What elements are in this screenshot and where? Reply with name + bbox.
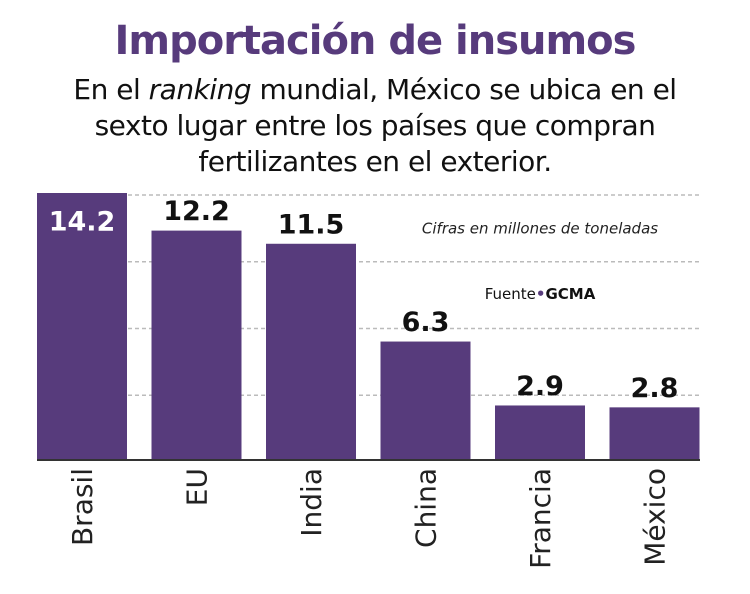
value-label: 12.2 xyxy=(163,196,230,227)
bar xyxy=(266,243,356,460)
x-tick-label: México xyxy=(639,468,672,566)
note: Cifras en millones de toneladas xyxy=(422,220,658,238)
value-label: 11.5 xyxy=(278,209,345,240)
subtitle-text: mundial, México se ubica en el sexto lug… xyxy=(94,73,677,178)
x-tick-label: India xyxy=(295,468,328,537)
source-label: Fuente xyxy=(485,285,536,303)
bar xyxy=(37,193,127,460)
source-name: GCMA xyxy=(545,285,595,303)
x-tick-label: Francia xyxy=(524,468,557,569)
value-label: 2.8 xyxy=(631,373,679,404)
subtitle-italic: ranking xyxy=(148,73,252,106)
source: Fuente•GCMA xyxy=(485,285,596,303)
subtitle-text: En el xyxy=(73,73,141,106)
x-tick-label: EU xyxy=(181,468,214,506)
subtitle: En el ranking mundial, México se ubica e… xyxy=(45,72,705,180)
value-label: 6.3 xyxy=(402,307,450,338)
value-label: 14.2 xyxy=(49,207,116,238)
x-tick-label: Brasil xyxy=(66,468,99,546)
bar xyxy=(151,230,242,460)
bar xyxy=(380,341,471,460)
bar xyxy=(609,407,700,460)
value-label: 2.9 xyxy=(516,371,564,402)
chart-title: Importación de insumos xyxy=(114,18,637,64)
bullet: • xyxy=(536,285,546,303)
x-tick-label: China xyxy=(410,468,443,548)
bar xyxy=(495,405,585,460)
